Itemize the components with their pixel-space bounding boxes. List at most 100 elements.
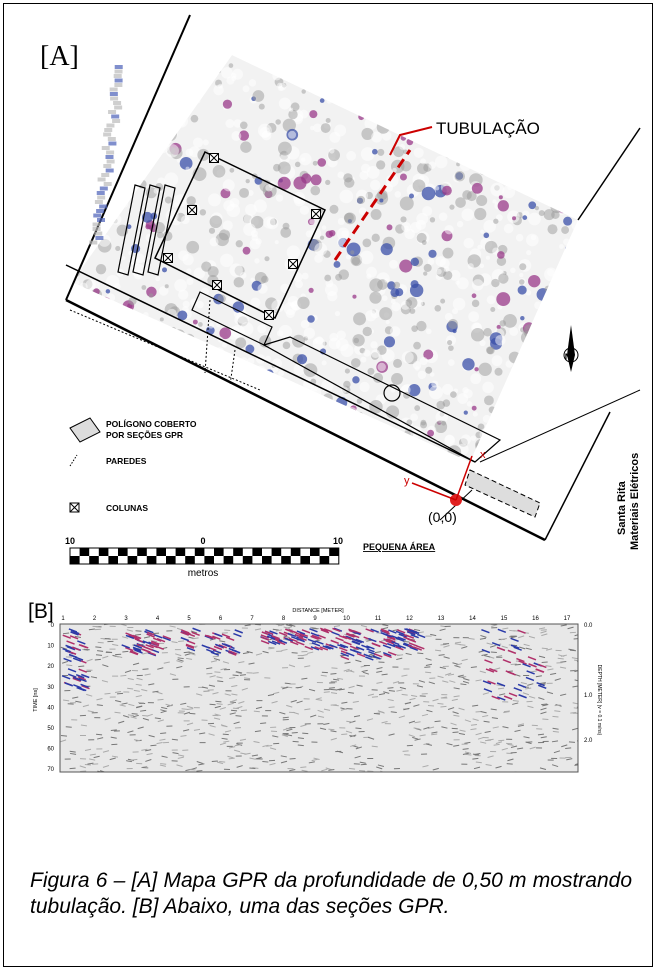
speckle	[312, 394, 322, 404]
noise	[541, 704, 547, 705]
speckle	[528, 150, 536, 158]
speckle	[489, 406, 496, 413]
strip-speckle	[98, 178, 106, 182]
speckle	[312, 67, 319, 74]
speckle	[166, 51, 171, 56]
speckle	[499, 434, 507, 442]
speckle	[325, 283, 338, 296]
speckle	[82, 294, 88, 300]
speckle	[164, 172, 178, 186]
speckle	[487, 347, 495, 355]
speckle	[223, 179, 235, 191]
speckle	[99, 298, 103, 302]
speckle	[331, 94, 336, 99]
speckle	[93, 372, 99, 378]
scale-cell	[166, 556, 176, 564]
speckle	[500, 172, 509, 181]
speckle	[203, 373, 210, 380]
speckle	[313, 453, 324, 464]
speckle	[553, 63, 558, 68]
speckle	[344, 177, 354, 187]
speckle	[522, 368, 531, 377]
speckle	[411, 280, 419, 288]
speckle	[263, 216, 275, 228]
strip-speckle	[112, 119, 120, 123]
speckle	[370, 309, 379, 318]
speckle	[536, 90, 541, 95]
speckle	[470, 373, 481, 384]
speckle	[262, 51, 274, 63]
speckle	[215, 360, 226, 371]
speckle	[383, 49, 395, 61]
strip-speckle	[114, 83, 122, 87]
speckle	[222, 343, 227, 348]
speckle	[518, 63, 528, 73]
speckle	[82, 299, 88, 305]
noise	[333, 705, 339, 706]
speckle	[369, 292, 381, 304]
strip-speckle	[97, 196, 105, 200]
noise	[330, 673, 336, 674]
speckle	[389, 52, 399, 62]
speckle	[275, 119, 280, 124]
speckle	[426, 329, 432, 335]
speckle	[317, 158, 326, 167]
speckle	[117, 395, 124, 402]
speckle	[404, 90, 410, 96]
speckle	[496, 142, 503, 149]
speckle	[169, 447, 180, 458]
speckle	[307, 315, 314, 322]
speckle	[399, 260, 412, 273]
speckle	[386, 320, 390, 324]
speckle	[71, 386, 84, 399]
speckle	[98, 325, 109, 336]
speckle	[167, 91, 181, 105]
speckle	[310, 186, 320, 196]
speckle	[88, 153, 99, 164]
strip-speckle	[95, 200, 103, 204]
speckle	[421, 67, 432, 78]
noise	[196, 771, 202, 772]
speckle	[496, 292, 510, 306]
speckle	[558, 441, 565, 448]
noise	[382, 674, 388, 675]
speckle	[385, 108, 398, 121]
speckle	[186, 241, 199, 254]
speckle	[572, 220, 583, 231]
speckle	[371, 209, 382, 220]
speckle	[93, 288, 100, 295]
speckle	[242, 447, 253, 458]
speckle	[517, 157, 530, 170]
speckle	[128, 75, 142, 89]
speckle	[186, 268, 191, 273]
speckle	[281, 397, 291, 407]
speckle	[478, 363, 491, 376]
speckle	[478, 163, 490, 175]
speckle	[66, 397, 75, 406]
speckle	[479, 144, 489, 154]
speckle	[562, 61, 573, 72]
speckle	[208, 323, 214, 329]
speckle	[200, 209, 206, 215]
speckle	[155, 325, 169, 339]
noise	[230, 702, 236, 703]
speckle	[191, 400, 203, 412]
speckle	[357, 196, 365, 204]
noise	[70, 768, 76, 769]
x-tick-label: 5	[187, 616, 191, 622]
speckle	[279, 97, 291, 109]
x-tick-label: 9	[313, 616, 317, 622]
speckle	[90, 375, 100, 385]
noise	[542, 648, 548, 649]
speckle	[76, 181, 86, 191]
speckle	[482, 382, 494, 394]
axis-label: y	[404, 475, 410, 487]
speckle	[571, 365, 581, 375]
speckle	[518, 286, 527, 295]
speckle	[569, 241, 574, 246]
speckle	[442, 186, 452, 196]
speckle	[162, 267, 167, 272]
scale-cell	[320, 556, 330, 564]
speckle	[213, 165, 226, 178]
speckle	[353, 312, 366, 325]
